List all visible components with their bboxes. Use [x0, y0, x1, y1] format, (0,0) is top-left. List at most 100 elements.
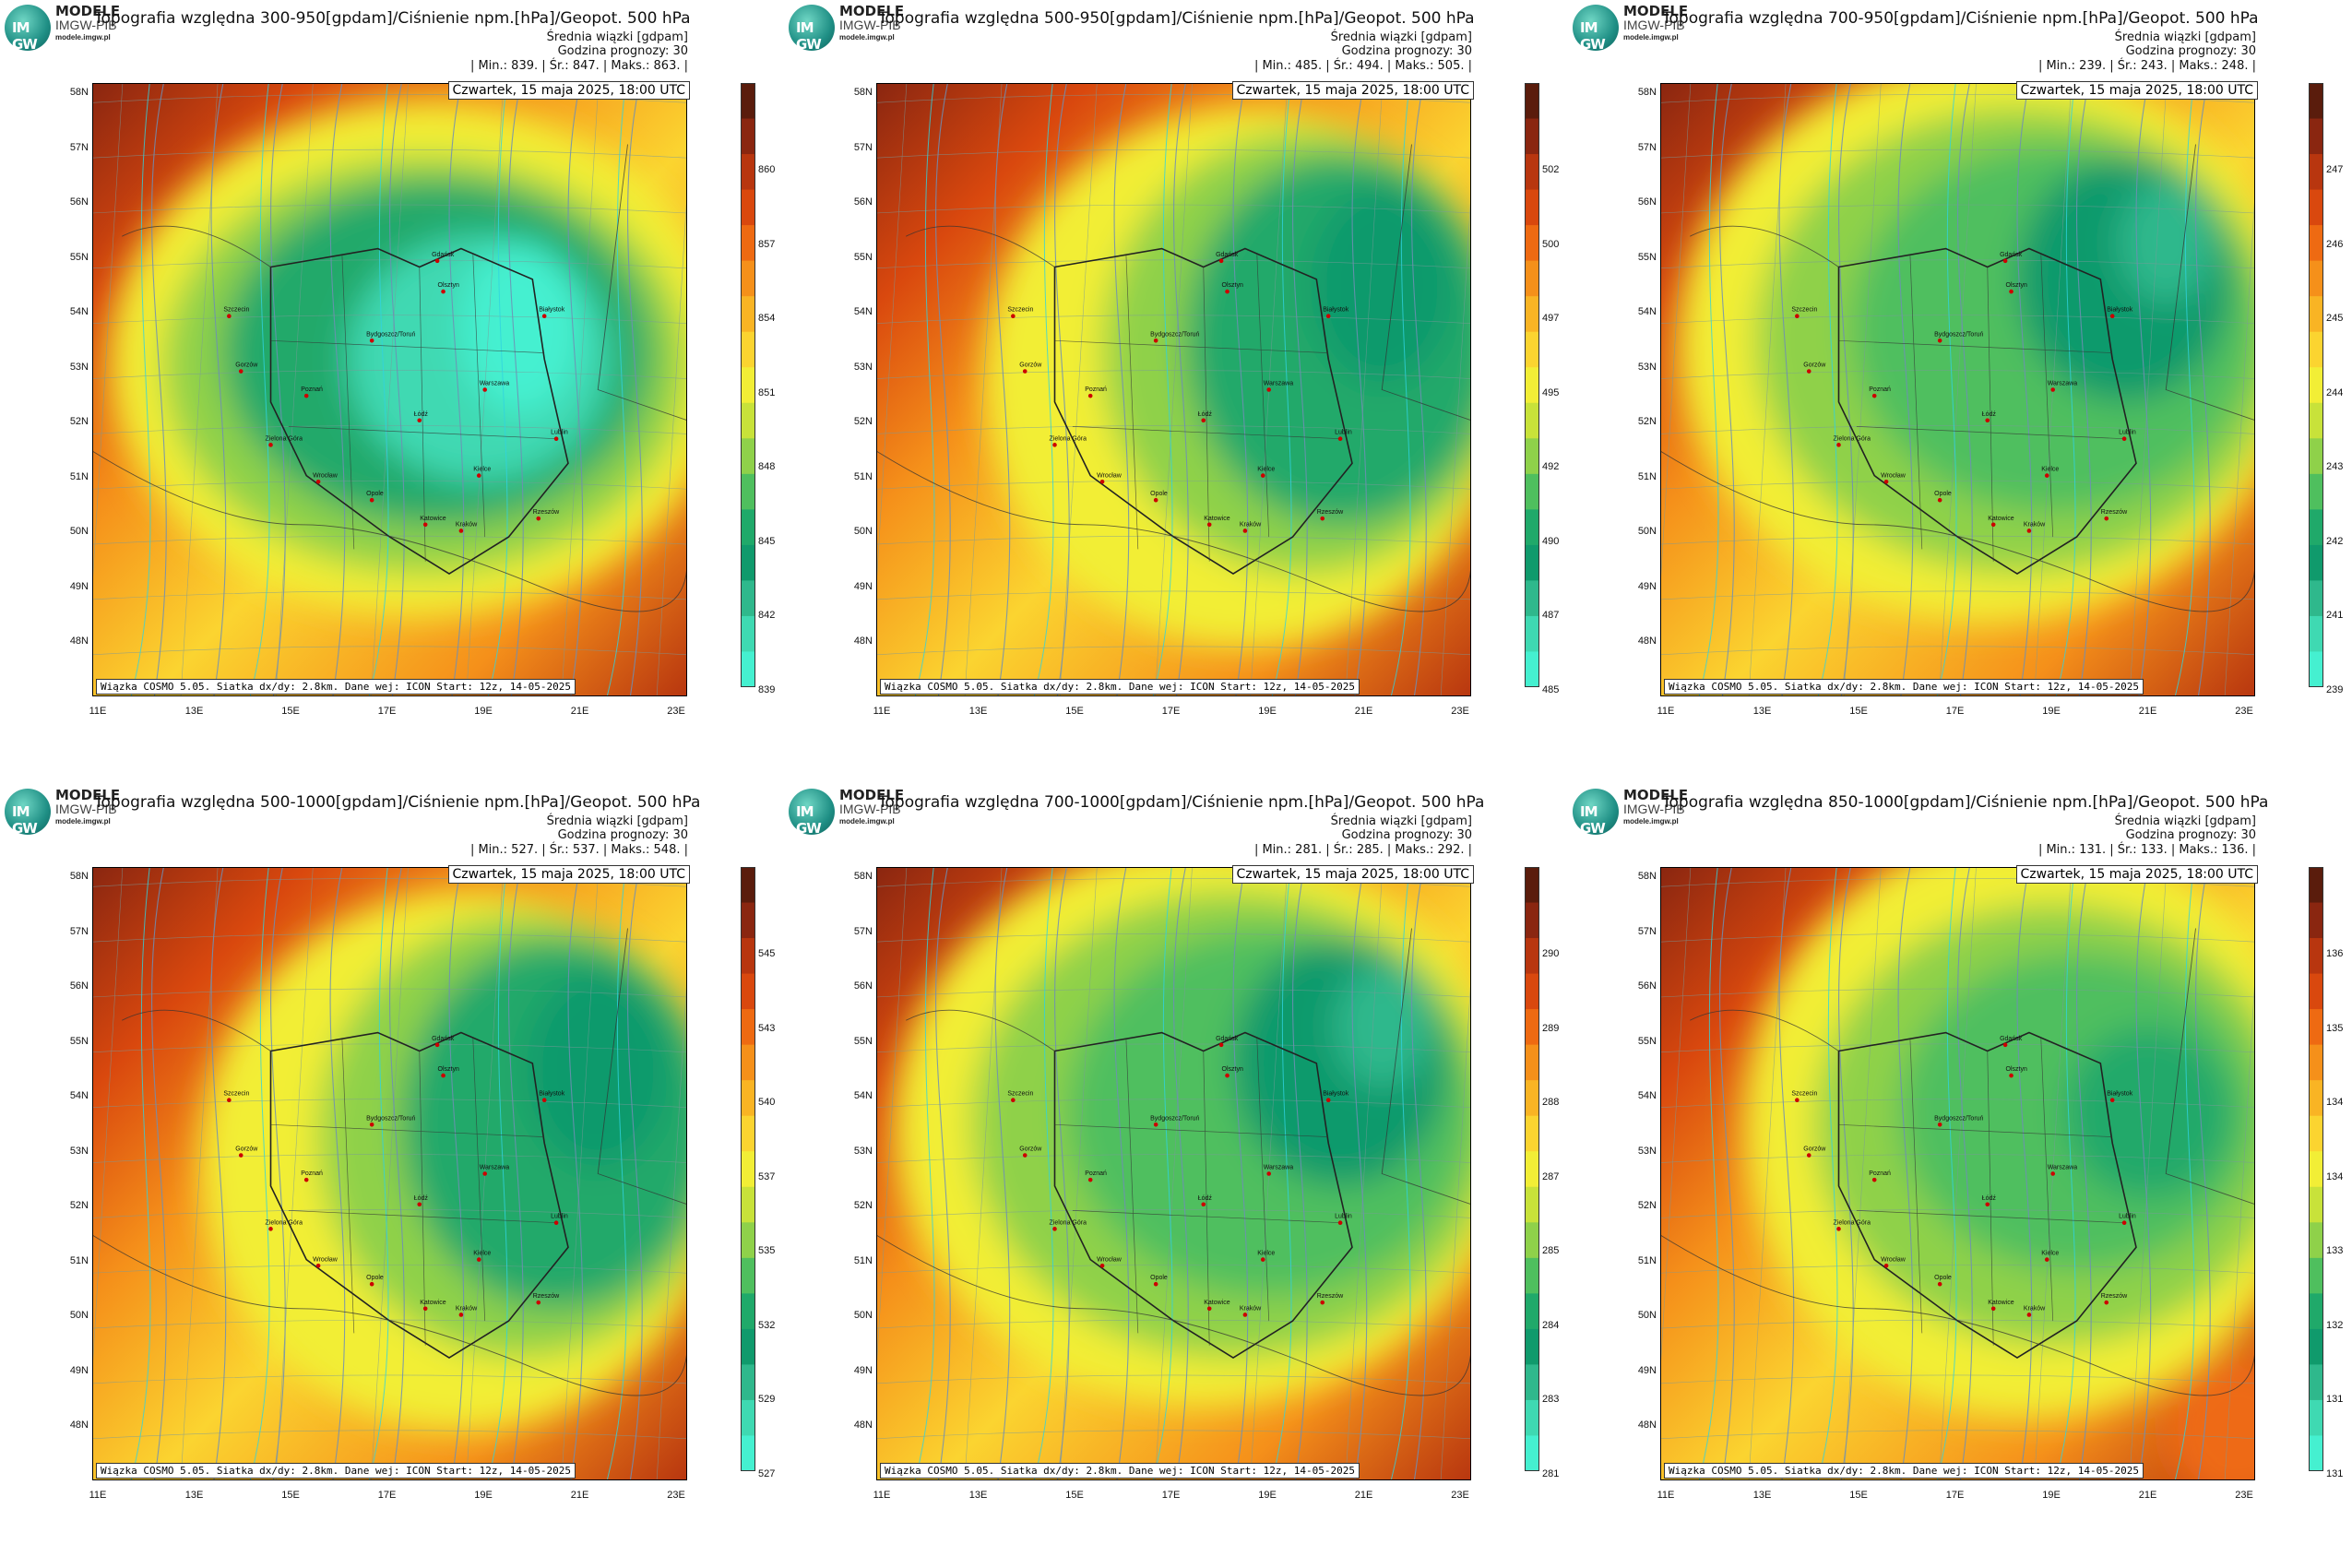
city-label: Rzeszów [1317, 509, 1344, 516]
brand-subtitle: IMGW-PIB [55, 802, 117, 816]
lat-label: 49N [853, 1364, 873, 1376]
lon-label: 15E [1065, 1490, 1084, 1501]
colorbar-tick: 848 [758, 461, 776, 472]
city-label: Katowice [1988, 516, 2014, 522]
city-marker [1937, 1123, 1942, 1127]
lon-label: 11E [1657, 706, 1675, 717]
city-label: Opole [1934, 1275, 1952, 1281]
lon-label: 17E [377, 1490, 397, 1501]
lon-label: 17E [1161, 706, 1181, 717]
panel-title: Topografia względna 700-1000[gpdam]/Ciśn… [878, 793, 1485, 812]
city-label: Poznań [301, 386, 323, 393]
lat-label: 51N [69, 470, 89, 482]
colorbar-tick: 246 [2326, 238, 2344, 250]
lon-label: 15E [1065, 706, 1084, 717]
lat-label: 48N [853, 1420, 873, 1431]
colorbar-tick: 860 [758, 164, 776, 175]
map-field: Gdańsk Olsztyn Szczecin Białystok Bydgoszcz/… [876, 867, 1471, 1480]
colorbar-swatch [2309, 402, 2323, 440]
colorbar-swatch [2309, 118, 2323, 156]
city-label: Katowice [1204, 1300, 1230, 1306]
colorbar-tick: 839 [758, 683, 776, 695]
colorbar-swatch [1525, 438, 1539, 475]
city-label: Kielce [1257, 467, 1275, 473]
city-marker [1806, 369, 1812, 374]
city-label: Szczecin [1791, 1091, 1817, 1098]
map-area: Gdańsk Olsztyn Szczecin Białystok Bydgoszcz/… [70, 81, 690, 717]
city-marker [2050, 387, 2055, 392]
colorbar-swatch [1525, 1080, 1539, 1117]
colorbar-tick: 247 [2326, 164, 2344, 175]
city-marker [553, 436, 559, 442]
city-marker [238, 1153, 244, 1158]
lon-label: 21E [570, 706, 589, 717]
city-label: Kielce [1257, 1251, 1275, 1257]
colorbar-tick: 284 [1542, 1319, 1560, 1331]
colorbar-swatch [2309, 1009, 2323, 1046]
colorbar-swatch [1525, 1186, 1539, 1224]
city-marker [536, 1300, 541, 1305]
colorbar [741, 83, 755, 687]
colorbar-swatch [2309, 973, 2323, 1011]
city-marker [458, 529, 464, 533]
panel-stats: | Min.: 281. | Śr.: 285. | Maks.: 292. | [1253, 843, 1472, 857]
map-field: Gdańsk Olsztyn Szczecin Białystok Bydgoszcz/… [876, 83, 1471, 696]
lat-label: 50N [69, 1310, 89, 1321]
colorbar-swatch [1525, 509, 1539, 546]
lat-label: 49N [69, 580, 89, 592]
city-marker [434, 258, 440, 264]
city-label: Szczecin [1791, 307, 1817, 314]
lat-label: 52N [69, 416, 89, 427]
city-label: Łódź [414, 1195, 429, 1202]
colorbar-swatch [1525, 473, 1539, 511]
colorbar-tick: 131 [2326, 1467, 2344, 1479]
city-marker [482, 1171, 487, 1176]
city-marker [1153, 497, 1158, 503]
lat-label: 50N [853, 1310, 873, 1321]
lon-label: 19E [2042, 706, 2061, 717]
city-marker [1937, 497, 1942, 503]
valid-date: Czwartek, 15 maja 2025, 18:00 UTC [447, 865, 690, 884]
city-label: Warszawa [1264, 1165, 1294, 1171]
lat-label: 58N [1637, 871, 1657, 882]
city-label: Zielona Góra [1050, 1219, 1087, 1226]
lon-label: 17E [1945, 706, 1965, 717]
colorbar-swatch [2309, 438, 2323, 475]
colorbar-swatch [741, 1293, 755, 1330]
colorbar-swatch [1525, 154, 1539, 191]
lat-label: 49N [1637, 1364, 1657, 1376]
lat-label: 56N [853, 196, 873, 208]
city-label: Katowice [420, 1300, 446, 1306]
lat-label: 57N [69, 141, 89, 153]
city-label: Olsztyn [2006, 282, 2027, 289]
colorbar-swatch [1525, 1009, 1539, 1046]
map-area: Gdańsk Olsztyn Szczecin Białystok Bydgoszcz/… [854, 865, 1474, 1501]
city-marker [1937, 1281, 1942, 1287]
lon-label: 23E [1451, 1490, 1469, 1501]
model-info: Wiązka COSMO 5.05. Siatka dx/dy: 2.8km. … [96, 679, 576, 695]
colorbar-swatch [2309, 1222, 2323, 1259]
city-marker [1011, 1098, 1016, 1102]
city-label: Warszawa [480, 1165, 510, 1171]
brand-site: modele.imgw.pl [55, 817, 111, 826]
colorbar-swatch [1525, 1293, 1539, 1330]
city-marker [1266, 387, 1271, 392]
colorbar-swatch [2309, 509, 2323, 546]
lon-label: 17E [1945, 1490, 1965, 1501]
colorbar-swatch [1525, 260, 1539, 298]
colorbar-tick: 492 [1542, 461, 1560, 472]
colorbar-swatch [741, 1115, 755, 1153]
lat-label: 50N [1637, 526, 1657, 537]
city-label: Zielona Góra [266, 1219, 303, 1226]
imgw-logo: IM GW [1573, 5, 1619, 53]
city-label: Lublin [551, 430, 568, 436]
city-label: Białystok [2107, 1091, 2133, 1098]
colorbar-tick: 532 [758, 1319, 776, 1331]
colorbar [741, 867, 755, 1471]
city-label: Warszawa [2048, 381, 2078, 387]
lon-label: 13E [184, 706, 204, 717]
city-marker [536, 516, 541, 521]
colorbar-swatch [741, 438, 755, 475]
logo-text: IM GW [12, 803, 38, 837]
lon-label: 13E [968, 706, 988, 717]
